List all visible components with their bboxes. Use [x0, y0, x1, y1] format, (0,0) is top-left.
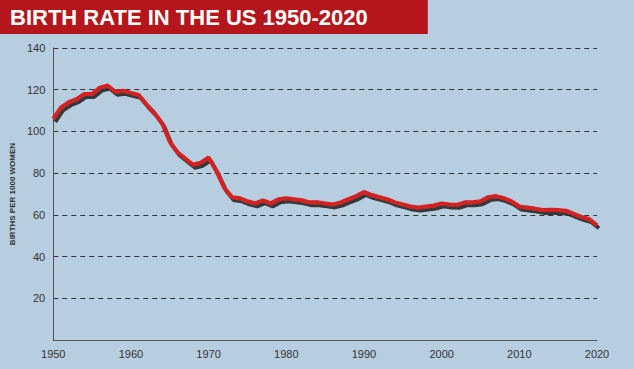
svg-text:140: 140 — [27, 42, 45, 54]
svg-text:20: 20 — [33, 292, 45, 304]
svg-text:60: 60 — [33, 209, 45, 221]
svg-text:1970: 1970 — [196, 348, 220, 360]
svg-text:80: 80 — [33, 167, 45, 179]
svg-text:1960: 1960 — [119, 348, 143, 360]
svg-text:2020: 2020 — [585, 348, 609, 360]
svg-text:BIRTHS PER 1000 WOMEN: BIRTHS PER 1000 WOMEN — [8, 143, 17, 245]
svg-text:120: 120 — [27, 84, 45, 96]
svg-text:100: 100 — [27, 125, 45, 137]
svg-text:1990: 1990 — [352, 348, 376, 360]
svg-text:BIRTH RATE IN THE US 1950-2020: BIRTH RATE IN THE US 1950-2020 — [10, 5, 368, 30]
svg-text:2010: 2010 — [507, 348, 531, 360]
svg-text:2000: 2000 — [429, 348, 453, 360]
svg-text:1980: 1980 — [274, 348, 298, 360]
svg-text:40: 40 — [33, 251, 45, 263]
svg-text:1950: 1950 — [41, 348, 65, 360]
